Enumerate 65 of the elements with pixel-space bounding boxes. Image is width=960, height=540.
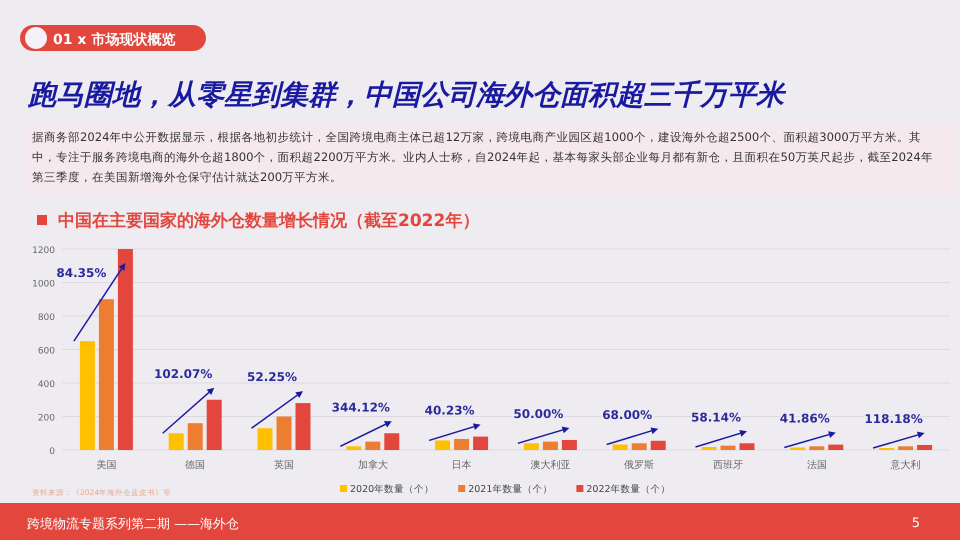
- bar: [435, 440, 450, 450]
- legend-label: 2021年数量（个）: [468, 483, 552, 495]
- bar: [80, 341, 95, 450]
- bar: [206, 400, 222, 450]
- bar: [98, 299, 114, 450]
- bar: [524, 443, 539, 450]
- bar: [898, 446, 914, 450]
- annotation: 118.18%: [864, 412, 923, 426]
- annotation: 84.35%: [56, 266, 106, 280]
- x-tick-label: 西班牙: [713, 459, 743, 471]
- bar: [118, 249, 133, 450]
- y-tick-label: 400: [38, 380, 56, 390]
- annotation: 344.12%: [332, 400, 390, 414]
- y-tick-label: 0: [49, 447, 56, 457]
- bar: [650, 440, 666, 450]
- bar: [720, 446, 736, 450]
- bar: [454, 438, 470, 450]
- bar: [702, 446, 716, 450]
- bar: [168, 433, 184, 450]
- y-tick-label: 1200: [32, 246, 56, 256]
- y-tick-label: 800: [38, 313, 56, 323]
- bar: [296, 403, 310, 450]
- annotation: 41.86%: [780, 412, 830, 426]
- x-tick-label: 加拿大: [358, 459, 388, 471]
- x-tick-label: 德国: [185, 460, 206, 471]
- bar: [790, 447, 806, 450]
- text: 01 x 市场现状概览: [53, 31, 176, 48]
- chart-title: 跑马圈地，从零星到集群，中国公司海外仓面积超三千万平米: [27, 78, 787, 111]
- bar: [809, 446, 824, 450]
- annotation: 40.23%: [424, 404, 475, 418]
- bar: [258, 428, 272, 450]
- bar: [276, 416, 292, 450]
- bar: [828, 444, 844, 450]
- chart-subtitle: 中国在主要国家的海外仓数量增长情况（截至2022年）: [58, 211, 480, 231]
- x-tick-label: 意大利: [890, 459, 921, 471]
- bar: [384, 433, 400, 450]
- x-tick-label: 美国: [96, 459, 116, 471]
- bar: [917, 444, 932, 450]
- bar: [562, 440, 577, 450]
- annotation: 58.14%: [691, 410, 741, 424]
- bar: [346, 446, 362, 450]
- annotation: 50.00%: [513, 406, 564, 421]
- annotation: 102.07%: [154, 366, 212, 381]
- y-tick-label: 600: [38, 346, 56, 356]
- legend-label: 2020年数量（个）: [350, 483, 434, 495]
- bar: [612, 444, 628, 450]
- bar: [740, 443, 754, 450]
- annotation: 52.25%: [247, 370, 297, 384]
- x-tick-label: 法国: [806, 459, 827, 471]
- y-tick-label: 200: [38, 414, 56, 424]
- bar: [365, 442, 380, 450]
- y-tick-label: 1000: [32, 280, 56, 290]
- bar: [188, 423, 203, 450]
- text: 据商务部2024年中公开数据显示，根据各地初步统计，全国跨境电商主体已超12万家，跨境电商产业园区超1000个，建设海外仓超2500个、面积超3000万平方米。其中，专注于服务跨境电商的海外仓超1800个，面积超2200万平方米。业内人士称，自2024年起，基本每家头部企业每月都有新仓，且面积在50万英尺起步，截至2024年第三季度，在美国新增海外仓保守估计就达200万平方米。: [32, 129, 934, 186]
- bar: [542, 442, 558, 450]
- annotation: 68.00%: [602, 408, 652, 422]
- bar: [473, 436, 488, 450]
- bar: [632, 443, 647, 450]
- legend-label: 2022年数量（个）: [586, 483, 671, 495]
- text: 5: [912, 516, 920, 531]
- x-tick-label: 澳大利亚: [530, 459, 570, 471]
- x-tick-label: 俄罗斯: [624, 459, 654, 471]
- text: 跨境物流专题系列第二期 ——海外仓: [27, 516, 240, 532]
- x-tick-label: 日本: [452, 459, 472, 471]
- x-tick-label: 英国: [274, 459, 294, 471]
